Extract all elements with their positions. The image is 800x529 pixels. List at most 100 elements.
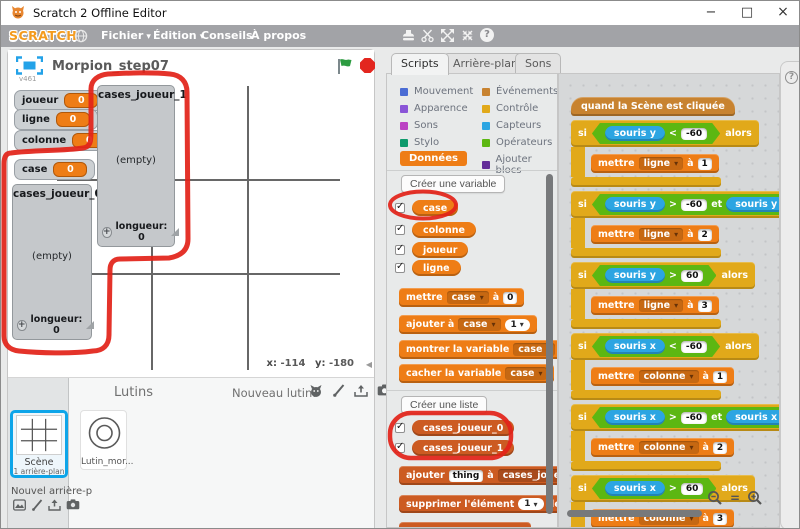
category-apparence[interactable]: Apparence — [400, 103, 468, 114]
upload-backdrop-icon[interactable] — [48, 499, 61, 511]
palette-block-cacher-variable[interactable]: cacher la variable case — [399, 364, 555, 383]
scripts-area[interactable]: quand la Scène est cliquée si souris y <… — [558, 73, 780, 528]
menu-conseils[interactable]: Conseils — [201, 29, 253, 42]
if-block-6[interactable]: si souris x > 60 alors mettre colonne à … — [571, 475, 779, 527]
category-stylo[interactable]: Stylo — [400, 137, 439, 148]
backdrop-from-library-icon[interactable] — [13, 499, 26, 511]
paint-sprite-icon[interactable] — [332, 384, 345, 397]
if-block-2[interactable]: si souris y > -60 et souris y mettre lig… — [571, 191, 780, 258]
palette-block-supprimer-element[interactable]: supprimer l'élément 1 de la liste — [399, 495, 557, 513]
sensing-souris-y[interactable]: souris y — [605, 126, 665, 141]
create-list-button[interactable]: Créer une liste — [401, 396, 488, 414]
palette-block-partial[interactable] — [399, 522, 531, 527]
number-input[interactable]: -60 — [681, 128, 707, 140]
variable-dropdown[interactable]: ligne — [638, 299, 684, 312]
category-mouvement[interactable]: Mouvement — [400, 86, 473, 97]
palette-block-ajouter-a[interactable]: ajouter à case 1 — [399, 315, 537, 334]
tab-scripts[interactable]: Scripts — [391, 53, 449, 75]
list-checkbox[interactable] — [395, 441, 405, 453]
hat-block-stage-clicked[interactable]: quand la Scène est cliquée — [571, 97, 735, 116]
stage-size-toggle-icon[interactable]: ◀ — [365, 360, 372, 369]
help-icon[interactable]: ? — [785, 71, 798, 84]
variable-dropdown[interactable]: colonne — [638, 441, 699, 454]
category-capteurs[interactable]: Capteurs — [482, 120, 541, 131]
list-dropdown[interactable]: cases_joueur_1 — [497, 469, 557, 482]
upload-sprite-icon[interactable] — [354, 384, 368, 397]
variable-block-joueur[interactable]: joueur — [412, 242, 469, 258]
presentation-mode-icon[interactable] — [16, 56, 43, 75]
variable-checkbox[interactable] — [395, 243, 405, 255]
if-block-3[interactable]: si souris y > 60 alors mettre ligne à 3 — [571, 262, 779, 329]
number-input[interactable]: -60 — [681, 199, 707, 211]
palette-block-ajouter-liste[interactable]: ajouter thing à cases_joueur_1 — [399, 466, 557, 485]
tab-arriere-plans[interactable]: Arrière-plans — [443, 53, 534, 74]
variable-dropdown[interactable]: ligne — [638, 157, 684, 170]
create-variable-button[interactable]: Créer une variable — [401, 175, 506, 193]
number-input[interactable]: -60 — [681, 341, 707, 353]
paint-backdrop-icon[interactable] — [31, 499, 43, 511]
sprite-thumbnail-lutin-morpion[interactable]: Lutin_mor... — [80, 410, 134, 470]
stage-backdrop-selected[interactable]: Scène 1 arrière-plan — [10, 410, 68, 478]
sensing-souris-x[interactable]: souris x — [605, 339, 665, 354]
category-operateurs[interactable]: Opérateurs — [482, 137, 552, 148]
value-input[interactable]: 1 — [504, 318, 530, 331]
number-input[interactable]: -60 — [681, 412, 707, 424]
value-input[interactable]: 0 — [503, 291, 518, 304]
set-variable-block[interactable]: mettre colonne à 1 — [591, 367, 735, 386]
variable-dropdown[interactable]: colonne — [638, 370, 699, 383]
variable-dropdown[interactable]: case — [446, 291, 489, 304]
sensing-souris-y[interactable]: souris y — [605, 197, 665, 212]
list-block-cases-joueur-0[interactable]: cases_joueur_0 — [412, 420, 515, 436]
variable-checkbox[interactable] — [395, 201, 405, 213]
list-add-button[interactable]: + — [102, 226, 112, 238]
condition-less-than[interactable]: souris y < -60 — [592, 123, 720, 144]
variable-checkbox[interactable] — [395, 261, 405, 273]
help-panel-flap[interactable]: ? — [780, 61, 799, 528]
set-variable-block[interactable]: mettre ligne à 2 — [591, 225, 719, 244]
value-input[interactable]: 3 — [697, 299, 712, 312]
zoom-out-icon[interactable] — [707, 490, 723, 506]
sprite-from-library-icon[interactable] — [309, 384, 323, 398]
number-input[interactable]: 60 — [681, 483, 704, 495]
value-input[interactable]: 1 — [697, 157, 712, 170]
grow-sprite-icon[interactable] — [440, 28, 455, 43]
variable-watcher-case[interactable]: case 0 — [14, 159, 96, 180]
category-controle[interactable]: Contrôle — [482, 103, 538, 114]
value-input[interactable]: 2 — [712, 441, 728, 454]
number-input[interactable]: 60 — [681, 270, 704, 282]
sensing-souris-x[interactable]: souris x — [605, 410, 665, 425]
shrink-sprite-icon[interactable] — [460, 28, 475, 43]
palette-block-montrer-variable[interactable]: montrer la variable case — [399, 340, 557, 359]
delete-scissors-icon[interactable] — [420, 28, 435, 43]
sensing-souris-y[interactable]: souris y — [605, 268, 665, 283]
variable-dropdown[interactable]: ligne — [638, 228, 684, 241]
text-input[interactable]: thing — [448, 469, 484, 482]
zoom-in-icon[interactable] — [747, 490, 763, 506]
variable-block-ligne[interactable]: ligne — [412, 260, 461, 276]
camera-backdrop-icon[interactable] — [66, 499, 80, 510]
value-input[interactable]: 1 — [712, 370, 728, 383]
project-title[interactable]: Morpion_step07 — [52, 59, 169, 74]
list-watcher-cases-joueur-1[interactable]: cases_joueur_1 (empty) + longueur: 0 — [97, 85, 187, 247]
variable-dropdown[interactable]: case — [458, 318, 501, 331]
menu-edition[interactable]: Édition — [153, 29, 204, 42]
variable-checkbox[interactable] — [395, 223, 405, 235]
stage-view[interactable]: joueur 0 ligne 0 colonne 0 case 0 cases_… — [8, 84, 374, 377]
set-variable-block[interactable]: mettre ligne à 1 — [591, 154, 719, 173]
sensing-souris-x[interactable]: souris x — [726, 410, 780, 425]
if-block-1[interactable]: si souris y < -60 alors mettre ligne à 1 — [571, 120, 779, 187]
palette-block-mettre[interactable]: mettre case à 0 — [399, 288, 525, 307]
value-input[interactable]: 3 — [712, 512, 728, 525]
duplicate-stamp-icon[interactable] — [401, 28, 416, 43]
variable-dropdown[interactable]: case — [505, 367, 548, 380]
condition-and[interactable]: souris y > -60 et souris y — [592, 194, 780, 215]
category-sons[interactable]: Sons — [400, 120, 438, 131]
list-checkbox[interactable] — [395, 421, 405, 433]
close-button[interactable]: × — [777, 4, 789, 20]
if-block-4[interactable]: si souris x < -60 alors mettre colonne à… — [571, 333, 779, 400]
stop-sign-icon[interactable] — [360, 58, 375, 73]
zoom-reset-button[interactable]: = — [729, 491, 740, 505]
category-ajouter-blocs[interactable]: Ajouter blocs — [482, 154, 557, 176]
list-block-cases-joueur-1[interactable]: cases_joueur_1 — [412, 440, 515, 456]
variable-block-colonne[interactable]: colonne — [412, 222, 476, 238]
